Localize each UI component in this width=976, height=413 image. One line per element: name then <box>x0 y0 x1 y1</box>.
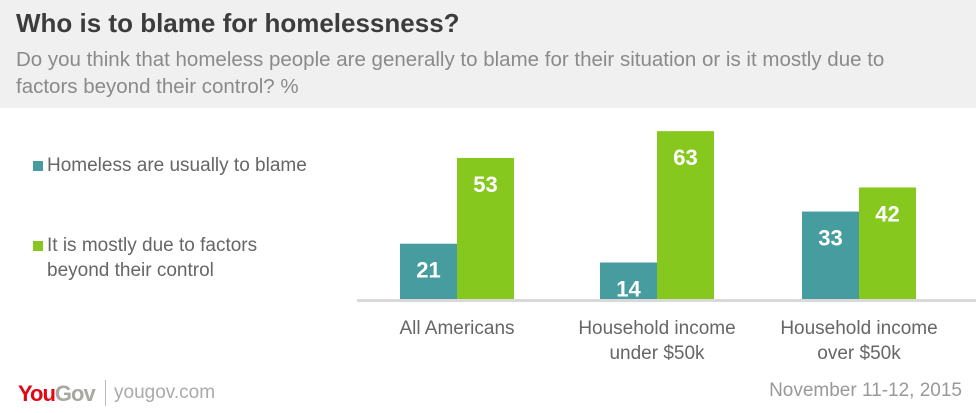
logo-gov: Gov <box>54 381 96 406</box>
bar <box>600 262 657 300</box>
chart-subtitle: Do you think that homeless people are ge… <box>16 48 885 98</box>
bar <box>457 157 514 300</box>
bar <box>859 187 916 300</box>
data-label: 21 <box>416 258 440 283</box>
category-label: Household income under $50k <box>557 316 757 366</box>
legend-swatch <box>33 161 43 171</box>
bar <box>657 131 714 300</box>
legend-label: Homeless are usually to blame <box>47 155 307 176</box>
chart-title: Who is to blame for homelessness? <box>16 8 460 38</box>
bar <box>400 243 457 300</box>
footer-divider <box>105 380 106 406</box>
data-label: 63 <box>673 145 697 170</box>
x-axis-line <box>357 299 976 302</box>
logo-you: You <box>18 381 56 406</box>
footer-url[interactable]: yougov.com <box>114 382 216 403</box>
category-label-line: All Americans <box>399 318 515 339</box>
data-label: 42 <box>875 201 899 226</box>
legend-label: It is mostly due to factors beyond their … <box>47 233 257 283</box>
yougov-logo: YouGov <box>18 381 96 407</box>
legend-label-line: beyond their control <box>47 260 214 281</box>
category-label-line: Household income <box>780 318 938 339</box>
footer-date: November 11-12, 2015 <box>769 380 962 401</box>
category-label: Household income over $50k <box>759 316 959 366</box>
bar <box>802 211 859 300</box>
category-label-line: under $50k <box>609 343 705 364</box>
category-label: All Americans <box>357 316 557 341</box>
data-label: 53 <box>473 172 497 197</box>
header <box>0 0 976 108</box>
category-label-line: over $50k <box>817 343 901 364</box>
data-label: 14 <box>616 276 641 301</box>
data-label: 33 <box>818 226 842 251</box>
category-label-line: Household income <box>578 318 736 339</box>
legend-swatch <box>33 241 43 251</box>
legend-label-line: It is mostly due to factors <box>47 235 258 256</box>
